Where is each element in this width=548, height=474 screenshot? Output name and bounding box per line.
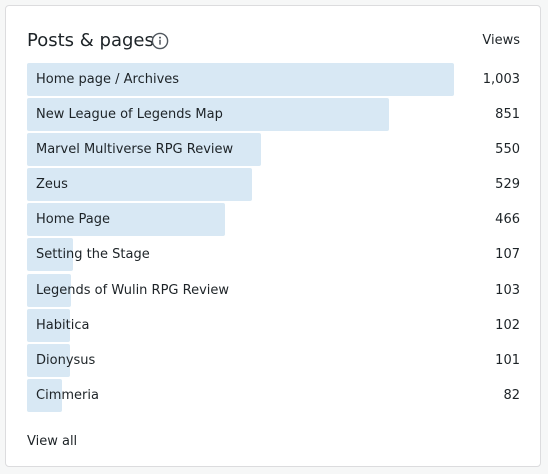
post-title-link[interactable]: Home page / Archives	[36, 72, 180, 87]
post-views-count: 466	[495, 212, 520, 228]
post-title-link[interactable]: Habitica	[36, 317, 90, 333]
views-bar	[27, 133, 261, 167]
post-title-link[interactable]: New League of Legends Map	[36, 107, 223, 123]
post-row[interactable]: Zeus 529	[27, 168, 520, 202]
posts-pages-card: Posts & pages Views Home page / Archives…	[5, 5, 541, 467]
post-views-count: 82	[503, 387, 520, 403]
post-row[interactable]: Legends of Wulin RPG Review 103	[27, 273, 520, 307]
post-row[interactable]: Dionysus 101	[27, 343, 520, 377]
post-title-link[interactable]: Legends of Wulin RPG Review	[36, 282, 230, 298]
post-row[interactable]: Home page / Archives 1,003	[27, 63, 520, 96]
views-bar	[27, 63, 454, 96]
post-row[interactable]: New League of Legends Map 851	[27, 98, 520, 132]
views-column-header: Views	[482, 33, 520, 48]
views-bar	[27, 378, 62, 412]
views-bar	[27, 203, 225, 237]
post-row[interactable]: Cimmeria 82	[27, 378, 520, 412]
post-views-count: 529	[495, 177, 520, 193]
post-row[interactable]: Habitica 102	[27, 308, 520, 342]
post-row[interactable]: Marvel Multiverse RPG Review 550	[27, 133, 520, 167]
post-row[interactable]: Setting the Stage 107	[27, 238, 520, 272]
post-views-count: 102	[495, 317, 520, 333]
post-title-link[interactable]: Dionysus	[36, 352, 96, 368]
views-bar	[27, 98, 389, 132]
post-views-count: 101	[495, 352, 520, 368]
views-bar	[27, 168, 252, 202]
post-title-link[interactable]: Setting the Stage	[36, 247, 150, 263]
post-views-count: 851	[495, 107, 520, 123]
post-row[interactable]: Home Page 466	[27, 203, 520, 237]
views-bar	[27, 343, 70, 377]
views-bar	[27, 238, 73, 272]
post-title-link[interactable]: Marvel Multiverse RPG Review	[36, 142, 234, 158]
post-views-count: 1,003	[482, 72, 520, 87]
views-bar	[27, 308, 70, 342]
post-title-link[interactable]: Cimmeria	[36, 387, 99, 403]
views-bar	[27, 273, 71, 307]
info-icon[interactable]	[151, 32, 169, 50]
card-header: Posts & pages Views	[27, 29, 520, 55]
post-views-count: 107	[495, 247, 520, 263]
post-title-link[interactable]: Zeus	[36, 177, 68, 193]
post-title-link[interactable]: Home Page	[36, 212, 110, 228]
view-all-link[interactable]: View all	[27, 434, 78, 449]
posts-list: Home page / Archives 1,003 New League of L…	[27, 63, 520, 414]
post-views-count: 103	[495, 282, 520, 298]
post-views-count: 550	[495, 142, 520, 158]
card-title: Posts & pages	[27, 30, 154, 51]
